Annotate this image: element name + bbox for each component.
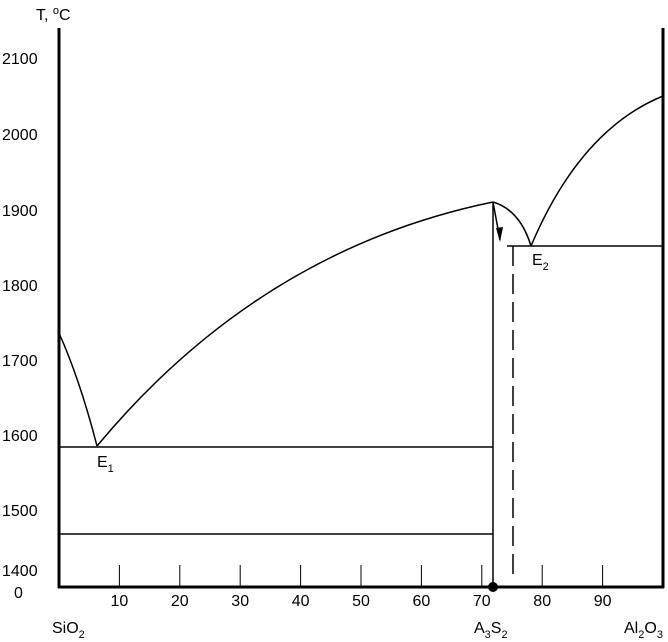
y-tick-label: 0: [14, 585, 23, 602]
subscript: 1: [108, 463, 114, 475]
label-part: O: [644, 620, 656, 637]
y-axis-title: T, oC: [36, 5, 71, 24]
subscript: 2: [79, 629, 85, 641]
x-tick-label: 20: [171, 593, 189, 610]
x-tick-label: 10: [111, 593, 129, 610]
x-tick-label: 90: [594, 593, 612, 610]
liquidus-mullite-right: [492, 201, 532, 247]
subscript: 2: [501, 629, 507, 641]
arrow-head: [496, 227, 503, 242]
subscript: 2: [543, 261, 549, 273]
x-tick-label: 30: [231, 593, 249, 610]
label-part: T,: [36, 7, 53, 24]
y-tick-label: 2100: [2, 51, 38, 68]
component-label: SiO2: [52, 620, 85, 641]
subscript: 3: [657, 629, 663, 641]
liquidus-corundum: [530, 95, 664, 247]
subscript: 3: [485, 629, 491, 641]
superscript: o: [53, 5, 59, 17]
a3s2-point: [488, 582, 498, 592]
point-label: E1: [97, 454, 114, 475]
liquidus-mullite: [96, 201, 494, 447]
y-tick-label: 1400: [2, 563, 38, 580]
component-label: Al2O3: [624, 620, 663, 641]
x-tick-label: 50: [352, 593, 370, 610]
component-label: A3S2: [474, 620, 508, 641]
label-part: C: [59, 7, 71, 24]
y-tick-label: 1900: [2, 203, 38, 220]
label-part: SiO: [52, 620, 79, 637]
subscript: 2: [638, 629, 644, 641]
y-tick-label: 1800: [2, 278, 38, 295]
y-tick-label: 1700: [2, 353, 38, 370]
label-part: A: [474, 620, 485, 637]
x-tick-label: 70: [473, 593, 491, 610]
label-part: Al: [624, 620, 638, 637]
liquidus-sio2: [58, 332, 98, 447]
y-tick-label: 2000: [2, 127, 38, 144]
point-label: E2: [532, 252, 549, 273]
label-part: E: [532, 252, 543, 269]
x-tick-label: 40: [292, 593, 310, 610]
x-tick-label: 60: [413, 593, 431, 610]
label-part: E: [97, 454, 108, 471]
label-part: S: [491, 620, 502, 637]
y-tick-label: 1600: [2, 428, 38, 445]
x-tick-label: 80: [533, 593, 551, 610]
y-tick-label: 1500: [2, 503, 38, 520]
